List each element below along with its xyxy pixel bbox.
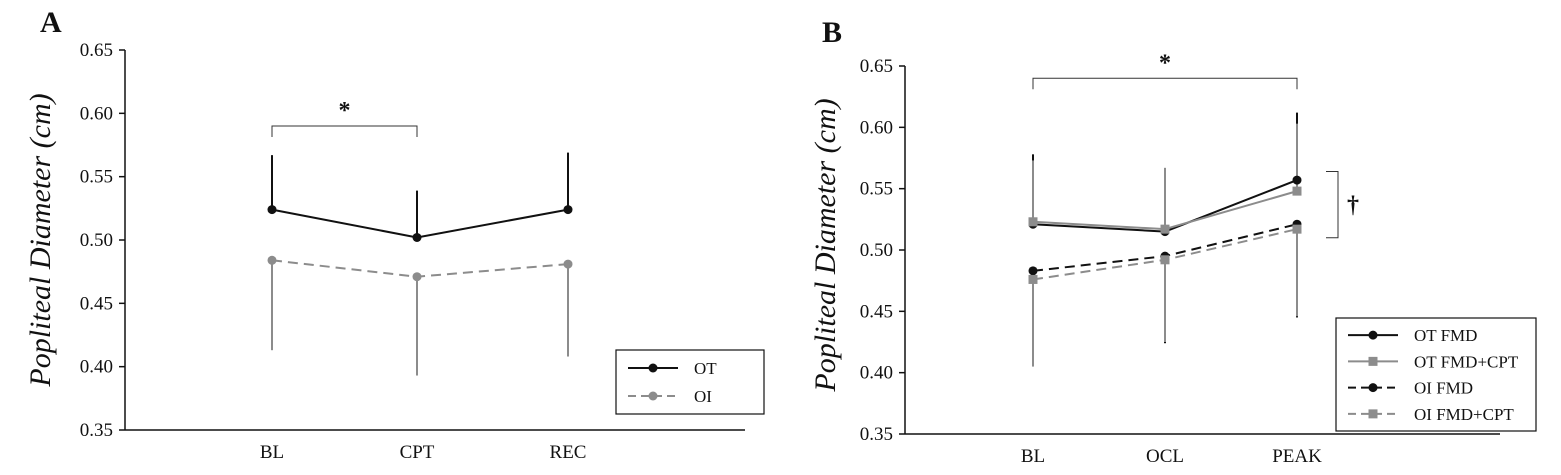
data-point — [1028, 266, 1038, 276]
y-tick-label: 0.65 — [860, 56, 893, 77]
x-tick-label: BL — [1021, 446, 1045, 467]
legend-marker — [1368, 330, 1378, 340]
data-point — [412, 232, 422, 242]
y-tick-label: 0.40 — [80, 357, 113, 378]
data-point — [1160, 224, 1170, 234]
significance-bracket — [271, 125, 418, 137]
series-line — [271, 208, 569, 239]
y-tick-label: 0.45 — [860, 301, 893, 322]
y-tick-label: 0.60 — [860, 117, 893, 138]
significance-marker: * — [339, 98, 351, 124]
panel-b-chart: 0.35 0.40 0.45 0.50 0.55 0.60 0.65 BL OCL PEAK * † O… — [860, 50, 1537, 467]
y-tick-label: 0.40 — [860, 363, 893, 384]
x-tick-label: REC — [550, 442, 587, 463]
data-point — [563, 205, 573, 215]
data-point — [1028, 274, 1038, 284]
legend-box — [615, 349, 765, 415]
x-tick-label: PEAK — [1272, 446, 1322, 467]
y-tick-label: 0.35 — [860, 424, 893, 445]
significance-marker: * — [1159, 50, 1171, 76]
legend-label: OI — [694, 387, 712, 406]
data-point — [1160, 255, 1170, 265]
data-point — [267, 205, 277, 215]
y-tick-label: 0.60 — [80, 103, 113, 124]
legend-marker — [648, 363, 658, 373]
legend-label: OT FMD — [1414, 326, 1477, 345]
panel-a-letter: A — [40, 6, 62, 39]
legend: OT FMD OT FMD+CPT OI FMD OI FMD+CPT — [1335, 317, 1537, 432]
legend-marker — [1368, 409, 1378, 419]
x-tick-label: CPT — [400, 442, 435, 463]
y-tick-label: 0.50 — [860, 240, 893, 261]
legend-marker — [648, 391, 658, 401]
legend-marker — [1368, 356, 1378, 366]
y-tick-label: 0.50 — [80, 230, 113, 251]
y-tick-label: 0.45 — [80, 293, 113, 314]
x-tick-label: OCL — [1146, 446, 1184, 467]
data-point — [563, 259, 573, 269]
y-tick-label: 0.65 — [80, 40, 113, 61]
legend-marker — [1368, 383, 1378, 393]
data-point — [412, 272, 422, 282]
data-point — [1292, 186, 1302, 196]
significance-bracket — [1326, 170, 1339, 239]
legend-label: OT FMD+CPT — [1414, 352, 1519, 371]
data-point — [1292, 175, 1302, 185]
panel-a-ylabel: Popliteal Diameter (cm) — [24, 93, 57, 387]
legend: OT OI — [615, 349, 765, 415]
data-point — [1292, 224, 1302, 234]
y-tick-label: 0.35 — [80, 420, 113, 441]
x-tick-label: BL — [260, 442, 284, 463]
legend-label: OI FMD+CPT — [1414, 405, 1514, 424]
panel-b-ylabel: Popliteal Diameter (cm) — [809, 98, 842, 392]
significance-bracket — [1032, 77, 1298, 90]
significance-marker: † — [1347, 193, 1359, 219]
panel-b-letter: B — [822, 16, 842, 49]
y-tick-label: 0.55 — [80, 167, 113, 188]
data-point — [1028, 217, 1038, 227]
legend-label: OI FMD — [1414, 379, 1473, 398]
y-tick-label: 0.55 — [860, 179, 893, 200]
legend-label: OT — [694, 359, 717, 378]
data-point — [267, 255, 277, 265]
